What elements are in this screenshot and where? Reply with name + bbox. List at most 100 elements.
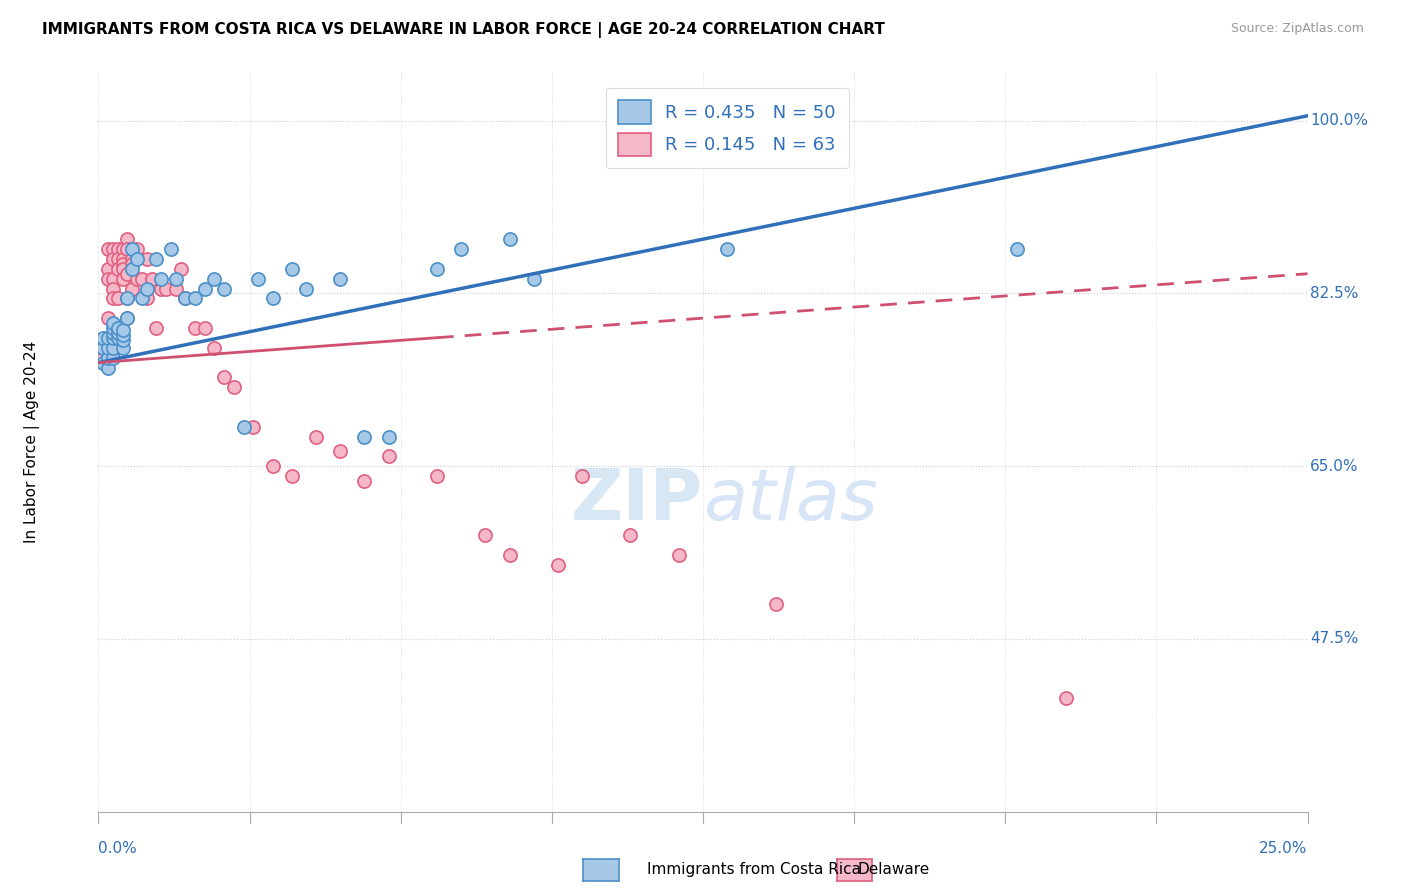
Point: [101, 252, 124, 266]
Point: [101, 242, 124, 256]
Text: IMMIGRANTS FROM COSTA RICA VS DELAWARE IN LABOR FORCE | AGE 20-24 CORRELATION CH: IMMIGRANTS FROM COSTA RICA VS DELAWARE I…: [42, 22, 884, 38]
Point: [111, 261, 134, 276]
Point: [377, 450, 399, 464]
Point: [127, 252, 149, 266]
Point: [91, 355, 114, 369]
Point: [101, 292, 124, 306]
Point: [107, 252, 129, 266]
Point: [121, 252, 143, 266]
Point: [117, 267, 139, 281]
Point: [97, 360, 120, 375]
Point: [135, 252, 157, 266]
Point: [619, 528, 641, 542]
Point: [450, 242, 472, 256]
Point: [97, 341, 120, 355]
Point: [131, 271, 153, 285]
Point: [353, 429, 375, 443]
Point: [117, 311, 139, 326]
Point: [232, 419, 254, 434]
Point: [107, 292, 129, 306]
Point: [111, 242, 134, 256]
Point: [97, 311, 120, 326]
Point: [212, 370, 235, 384]
Point: [329, 444, 352, 458]
Point: [91, 335, 114, 350]
Point: [305, 429, 328, 443]
Point: [121, 257, 143, 271]
Text: 65.0%: 65.0%: [1310, 458, 1358, 474]
Text: Source: ZipAtlas.com: Source: ZipAtlas.com: [1230, 22, 1364, 36]
Text: 25.0%: 25.0%: [1260, 841, 1308, 856]
Point: [474, 528, 496, 542]
Point: [97, 331, 120, 345]
Point: [91, 351, 114, 365]
Point: [107, 261, 129, 276]
Point: [329, 271, 352, 285]
Point: [194, 321, 217, 335]
Point: [121, 261, 143, 276]
Point: [101, 321, 124, 335]
Point: [169, 261, 191, 276]
Point: [107, 331, 129, 345]
Point: [91, 355, 114, 369]
Point: [101, 331, 124, 345]
Point: [194, 281, 217, 295]
Point: [174, 292, 197, 306]
Point: [204, 341, 226, 355]
Point: [127, 271, 149, 285]
Point: [135, 281, 157, 295]
Point: [135, 292, 157, 306]
Point: [204, 271, 226, 285]
Point: [212, 281, 235, 295]
Point: [242, 419, 264, 434]
Point: [117, 242, 139, 256]
Point: [184, 321, 207, 335]
Point: [111, 341, 134, 355]
Point: [91, 341, 114, 355]
Point: [377, 429, 399, 443]
Point: [107, 242, 129, 256]
Point: [97, 242, 120, 256]
Point: [97, 271, 120, 285]
Text: Immigrants from Costa Rica: Immigrants from Costa Rica: [647, 863, 860, 877]
Point: [101, 281, 124, 295]
Point: [281, 261, 304, 276]
Point: [150, 271, 173, 285]
Text: ZIP: ZIP: [571, 467, 703, 535]
Point: [101, 271, 124, 285]
Point: [91, 341, 114, 355]
Text: 0.0%: 0.0%: [98, 841, 138, 856]
Point: [111, 333, 134, 347]
Point: [262, 292, 284, 306]
Point: [117, 232, 139, 246]
Point: [222, 380, 245, 394]
Point: [117, 311, 139, 326]
Point: [121, 242, 143, 256]
Point: [145, 252, 167, 266]
Point: [111, 252, 134, 266]
Point: [101, 341, 124, 355]
Point: [101, 316, 124, 330]
Point: [165, 281, 187, 295]
Point: [668, 548, 690, 562]
Point: [498, 232, 520, 246]
Text: atlas: atlas: [703, 467, 877, 535]
Point: [121, 281, 143, 295]
Point: [117, 292, 139, 306]
Point: [765, 598, 787, 612]
Point: [131, 292, 153, 306]
Point: [1054, 691, 1077, 706]
Point: [426, 261, 449, 276]
Point: [150, 281, 173, 295]
Point: [353, 474, 375, 488]
Text: Delaware: Delaware: [858, 863, 929, 877]
Point: [111, 327, 134, 342]
Point: [101, 351, 124, 365]
Text: 47.5%: 47.5%: [1310, 632, 1358, 647]
Point: [155, 281, 177, 295]
Point: [141, 271, 163, 285]
Legend: R = 0.435   N = 50, R = 0.145   N = 63: R = 0.435 N = 50, R = 0.145 N = 63: [606, 87, 849, 169]
Point: [184, 292, 207, 306]
Point: [281, 469, 304, 483]
Point: [571, 469, 593, 483]
